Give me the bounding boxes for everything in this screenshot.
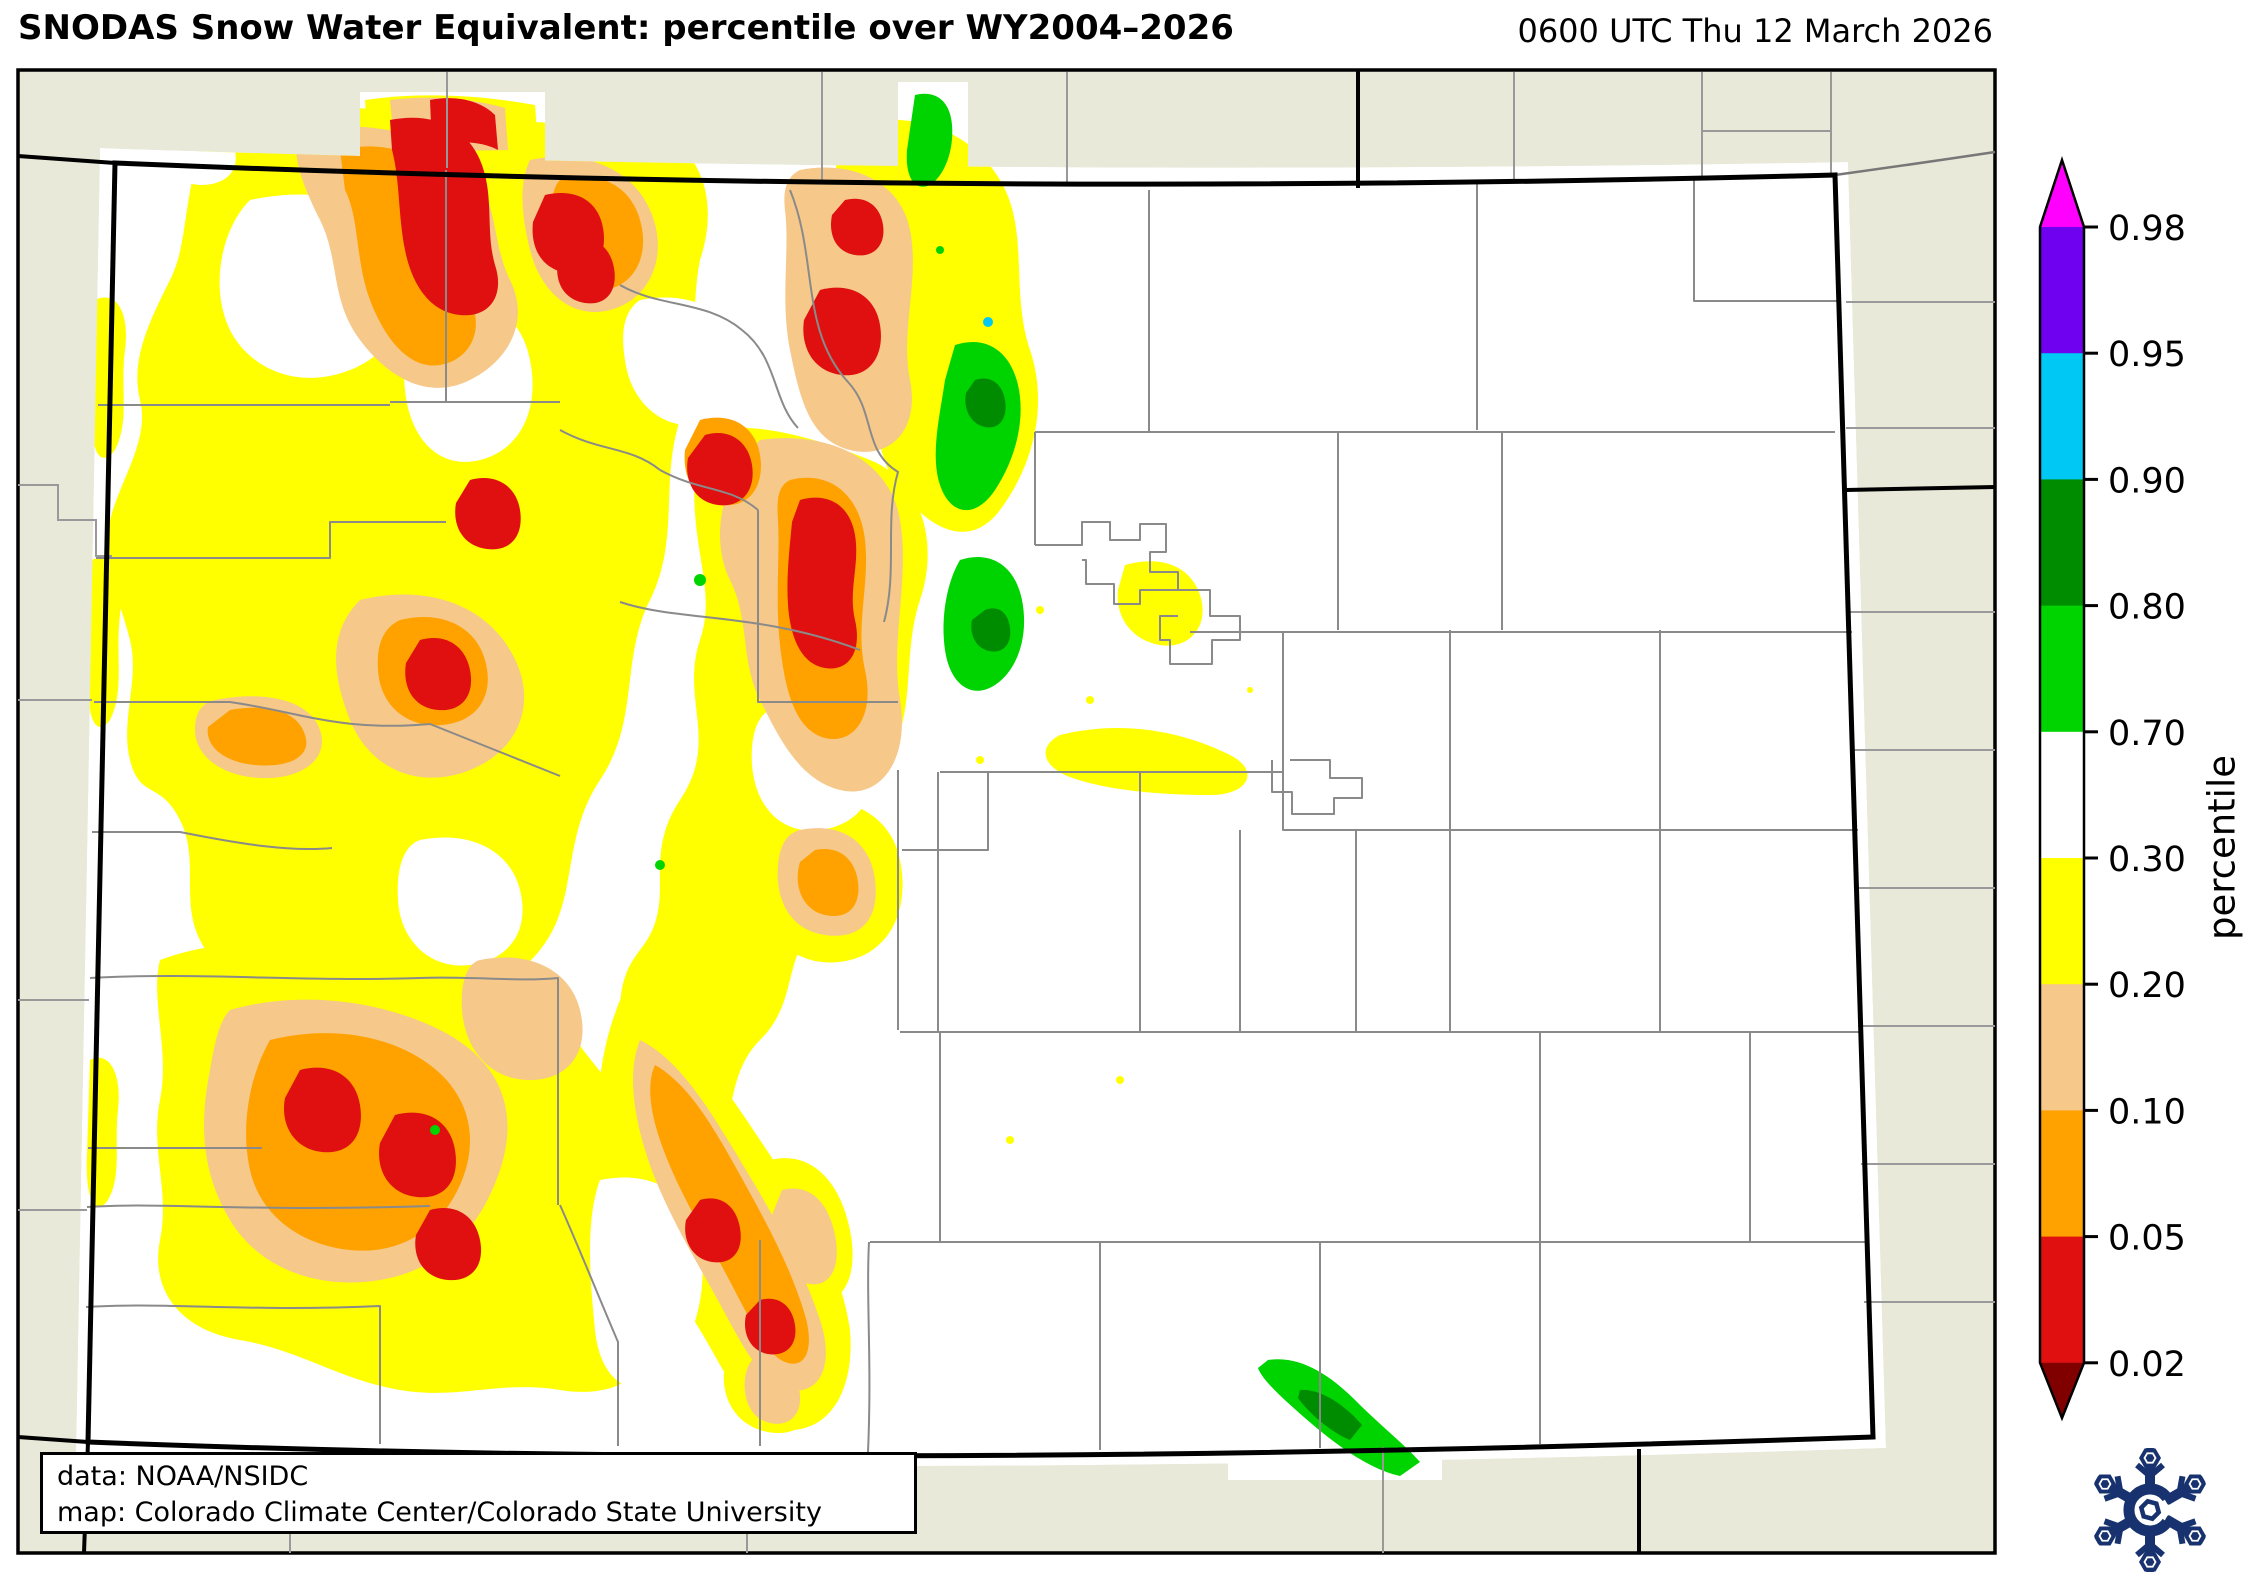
percentile-colorbar: 0.98 0.95 0.90 0.80 0.70 0.30 0.20 0.10 0.05 0.02 <box>2038 155 2186 1422</box>
colorbar-over-arrow <box>2040 160 2084 227</box>
colorbar-segment <box>2040 353 2084 480</box>
colorbar-segment <box>2040 858 2084 985</box>
page-title: SNODAS Snow Water Equivalent: percentile… <box>18 8 1234 48</box>
snowflake-logo <box>2093 1448 2207 1572</box>
credits-map-source: map: Colorado Climate Center/Colorado St… <box>57 1497 822 1528</box>
colorbar-axis-label: percentile <box>2200 754 2244 941</box>
colorbar-segment <box>2040 1110 2084 1238</box>
swe-raster <box>76 82 1886 1480</box>
colorbar-segment <box>2040 479 2084 607</box>
credits-box: data: NOAA/NSIDC map: Colorado Climate C… <box>40 1452 917 1534</box>
colorbar-tick-label: 0.90 <box>2108 461 2186 501</box>
colorbar-under-arrow <box>2040 1362 2084 1418</box>
swe-class-green <box>430 93 1420 1476</box>
timestamp: 0600 UTC Thu 12 March 2026 <box>1517 12 1993 50</box>
colorbar-segment <box>2040 605 2084 733</box>
colorbar-tick-label: 0.02 <box>2108 1345 2186 1385</box>
colorbar-segment <box>2040 227 2084 354</box>
colorbar-tick-label: 0.98 <box>2108 209 2186 249</box>
colorbar-tick-label: 0.05 <box>2108 1219 2186 1259</box>
colorbar-tick-label: 0.20 <box>2108 966 2186 1006</box>
colorbar-tick-label: 0.70 <box>2108 714 2186 754</box>
colorbar-tick-label: 0.80 <box>2108 588 2186 628</box>
colorbar-tick-label: 0.10 <box>2108 1092 2186 1132</box>
colorbar-segment <box>2040 1236 2084 1364</box>
colorbar-segment <box>2040 984 2084 1111</box>
neighbor-county-lines <box>18 72 1996 1553</box>
colorbar-tick-label: 0.30 <box>2108 840 2186 880</box>
colorbar-tick-label: 0.95 <box>2108 335 2186 375</box>
colorbar-segment <box>2040 731 2084 859</box>
credits-data-source: data: NOAA/NSIDC <box>57 1461 309 1492</box>
colorado-county-lines <box>85 170 1868 1453</box>
